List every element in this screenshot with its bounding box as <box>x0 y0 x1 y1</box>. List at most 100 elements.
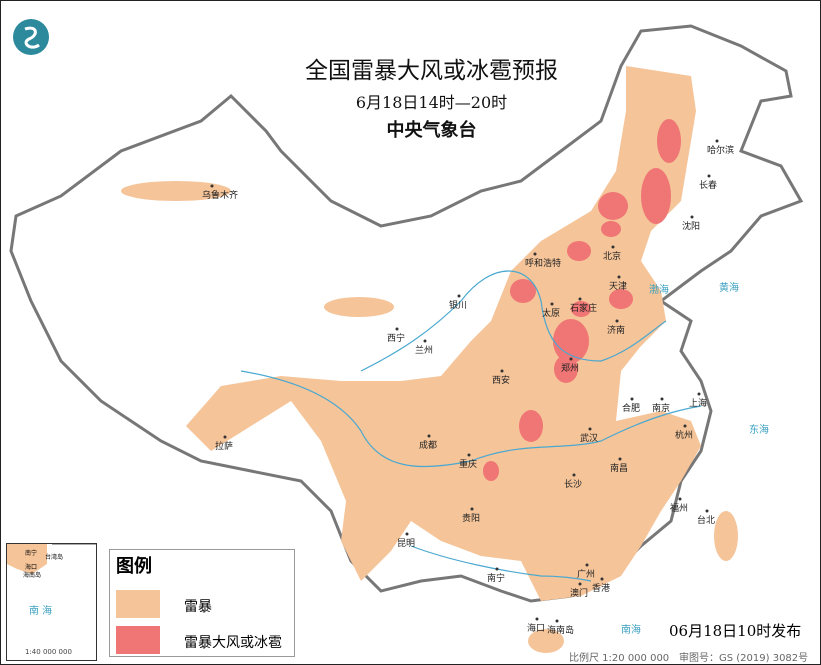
city-label: 上海 <box>689 397 707 409</box>
city-label: 重庆 <box>459 458 477 470</box>
severe-area <box>510 279 536 303</box>
legend-swatch-severe <box>116 626 160 654</box>
inset-label: 台湾岛 <box>45 554 64 561</box>
city-marker <box>697 392 701 396</box>
city-label: 太原 <box>542 307 560 319</box>
city-label: 石家庄 <box>570 302 597 314</box>
city-marker <box>615 319 619 323</box>
city-label: 天津 <box>609 281 627 292</box>
city-label: 沈阳 <box>682 220 700 232</box>
review-number: 审图号：GS (2019) 3082号 <box>679 653 809 664</box>
sea-label: 南海 <box>621 623 641 636</box>
city-marker <box>611 245 615 249</box>
city-marker <box>578 297 582 301</box>
city-label: 南昌 <box>610 462 628 474</box>
severe-area <box>657 119 681 163</box>
city-label: 济南 <box>607 324 625 336</box>
city-label: 乌鲁木齐 <box>202 189 238 201</box>
city-marker <box>457 294 461 298</box>
city-label: 北京 <box>603 250 621 262</box>
city-marker <box>578 582 582 586</box>
city-marker <box>395 327 399 331</box>
thunderstorm-area <box>528 629 564 653</box>
city-marker <box>705 509 709 513</box>
city-marker <box>630 397 634 401</box>
city-marker <box>223 435 227 439</box>
issuer: 中央气象台 <box>386 120 477 141</box>
severe-area <box>567 241 591 261</box>
city-label: 贵阳 <box>462 512 480 524</box>
severe-area <box>609 289 633 309</box>
city-label: 南京 <box>652 402 670 414</box>
legend-label-severe: 雷暴大风或冰雹 <box>184 635 282 651</box>
city-marker <box>535 617 539 621</box>
legend-label-thunderstorm: 雷暴 <box>184 599 212 615</box>
city-marker <box>618 457 622 461</box>
south-china-sea-inset: 台湾岛 海口 海南岛 南宁 南 海 1:40 000 000 <box>6 543 97 661</box>
legend-title: 图例 <box>116 556 152 577</box>
city-label: 银川 <box>449 299 467 311</box>
city-marker <box>427 434 431 438</box>
city-marker <box>707 174 711 178</box>
severe-area <box>571 301 591 317</box>
city-label: 成都 <box>419 439 437 451</box>
thunderstorm-area <box>186 66 701 601</box>
city-label: 广州 <box>577 568 595 580</box>
thunderstorm-area <box>121 181 231 201</box>
city-label: 兰州 <box>415 344 433 356</box>
city-marker <box>572 473 576 477</box>
severe-area <box>598 192 628 220</box>
city-marker <box>569 357 573 361</box>
legend-swatch-thunderstorm <box>116 590 160 618</box>
sea-label: 黄海 <box>719 281 739 294</box>
city-marker <box>600 577 604 581</box>
city-label: 合肥 <box>622 402 640 414</box>
thunderstorm-area <box>324 297 394 317</box>
city-label: 昆明 <box>397 538 415 549</box>
city-marker <box>683 424 687 428</box>
city-marker <box>495 567 499 571</box>
inset-label: 海南岛 <box>23 572 42 579</box>
city-label: 呼和浩特 <box>525 257 561 269</box>
city-marker <box>588 427 592 431</box>
severe-area <box>601 221 621 237</box>
city-label: 澳门 <box>570 587 588 599</box>
city-marker <box>617 275 621 279</box>
sea-label: 渤海 <box>649 283 669 296</box>
city-label: 南宁 <box>487 572 505 584</box>
city-marker <box>500 369 504 373</box>
city-label: 武汉 <box>580 432 598 444</box>
city-label: 长沙 <box>564 478 582 490</box>
city-label: 西宁 <box>387 332 405 344</box>
city-label: 哈尔滨 <box>707 144 734 156</box>
map-scale: 比例尺 1:20 000 000 <box>569 653 670 664</box>
legend: 图例 雷暴 雷暴大风或冰雹 <box>109 549 295 657</box>
inset-label: 海口 <box>25 564 38 571</box>
cma-logo <box>13 19 49 55</box>
inset-sea-label: 南 海 <box>29 606 53 617</box>
city-label: 海口 <box>527 622 545 634</box>
city-marker <box>467 453 471 457</box>
city-label: 杭州 <box>675 429 693 441</box>
map-title: 全国雷暴大风或冰雹预报 <box>305 58 558 84</box>
city-marker <box>585 563 589 567</box>
city-marker <box>533 252 537 256</box>
city-marker <box>690 215 694 219</box>
city-label: 福州 <box>670 502 688 514</box>
inset-scale: 1:40 000 000 <box>25 648 72 656</box>
severe-area <box>553 319 589 363</box>
yangtze-river <box>240 370 702 468</box>
city-label: 长春 <box>699 179 717 191</box>
city-label: 郑州 <box>561 362 579 374</box>
city-marker <box>210 184 214 188</box>
sea-label: 东海 <box>749 423 769 436</box>
city-marker <box>678 497 682 501</box>
city-marker <box>715 139 719 143</box>
inset-label: 南宁 <box>25 550 38 557</box>
thunderstorm-area <box>714 511 738 561</box>
pearl-river <box>410 545 592 582</box>
